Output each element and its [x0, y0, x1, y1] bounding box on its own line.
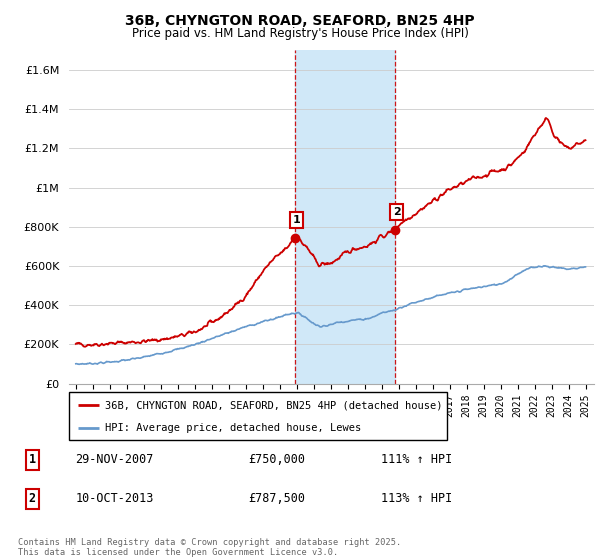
Text: 111% ↑ HPI: 111% ↑ HPI: [381, 453, 452, 466]
Text: 113% ↑ HPI: 113% ↑ HPI: [381, 492, 452, 505]
Text: Price paid vs. HM Land Registry's House Price Index (HPI): Price paid vs. HM Land Registry's House …: [131, 27, 469, 40]
Text: Contains HM Land Registry data © Crown copyright and database right 2025.
This d: Contains HM Land Registry data © Crown c…: [18, 538, 401, 557]
Text: 36B, CHYNGTON ROAD, SEAFORD, BN25 4HP: 36B, CHYNGTON ROAD, SEAFORD, BN25 4HP: [125, 14, 475, 28]
Text: 29-NOV-2007: 29-NOV-2007: [76, 453, 154, 466]
Text: £787,500: £787,500: [248, 492, 305, 505]
Text: HPI: Average price, detached house, Lewes: HPI: Average price, detached house, Lewe…: [105, 423, 361, 433]
Text: 1: 1: [293, 215, 301, 225]
FancyBboxPatch shape: [69, 392, 447, 440]
Text: 1: 1: [29, 453, 36, 466]
Text: 2: 2: [29, 492, 36, 505]
Text: 36B, CHYNGTON ROAD, SEAFORD, BN25 4HP (detached house): 36B, CHYNGTON ROAD, SEAFORD, BN25 4HP (d…: [105, 400, 442, 410]
Bar: [295, 50, 395, 384]
Text: 10-OCT-2013: 10-OCT-2013: [76, 492, 154, 505]
Text: £750,000: £750,000: [248, 453, 305, 466]
Text: 2: 2: [392, 207, 400, 217]
